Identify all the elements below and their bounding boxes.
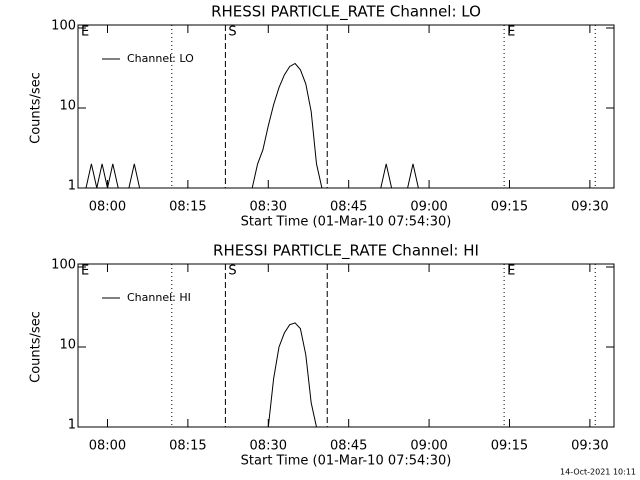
- plot-frame: [77, 24, 615, 189]
- legend-label: Channel: HI: [127, 291, 191, 304]
- x-axis-title: Start Time (01-Mar-10 07:54:30): [241, 215, 452, 230]
- x-tick-label: 08:15: [169, 200, 206, 215]
- chart-title: RHESSI PARTICLE_RATE Channel: HI: [213, 242, 479, 261]
- x-tick-label: 09:15: [491, 200, 528, 215]
- x-tick-label: 08:15: [169, 439, 206, 454]
- x-tick-label: 09:30: [571, 439, 608, 454]
- data-line: [85, 62, 419, 189]
- x-tick-label: 09:00: [410, 200, 447, 215]
- y-tick-label: 100: [51, 19, 76, 34]
- marker-label: E: [81, 25, 89, 40]
- marker-label: E: [507, 264, 515, 279]
- chart-title: RHESSI PARTICLE_RATE Channel: LO: [211, 3, 481, 22]
- x-tick-label: 09:30: [571, 200, 608, 215]
- y-tick-label: 1: [68, 418, 76, 433]
- marker-label: E: [81, 264, 89, 279]
- y-tick-label: 10: [59, 338, 76, 353]
- x-tick-label: 09:00: [410, 439, 447, 454]
- data-line: [267, 322, 317, 428]
- x-tick-label: 08:00: [89, 200, 126, 215]
- x-tick-label: 08:30: [250, 439, 287, 454]
- y-tick-label: 100: [51, 258, 76, 273]
- footer-timestamp: 14-Oct-2021 10:11: [560, 468, 636, 477]
- y-axis-title: Counts/sec: [29, 72, 44, 144]
- legend-label: Channel: LO: [127, 52, 194, 65]
- y-tick-label: 10: [59, 99, 76, 114]
- marker-label: S: [228, 25, 236, 40]
- marker-label: E: [507, 25, 515, 40]
- plot-frame: [77, 263, 615, 428]
- x-tick-label: 08:30: [250, 200, 287, 215]
- x-axis-title: Start Time (01-Mar-10 07:54:30): [241, 454, 452, 469]
- marker-label: S: [228, 264, 236, 279]
- x-tick-label: 08:45: [330, 439, 367, 454]
- x-tick-label: 08:00: [89, 439, 126, 454]
- y-tick-label: 1: [68, 179, 76, 194]
- x-tick-label: 08:45: [330, 200, 367, 215]
- y-axis-title: Counts/sec: [29, 311, 44, 383]
- x-tick-label: 09:15: [491, 439, 528, 454]
